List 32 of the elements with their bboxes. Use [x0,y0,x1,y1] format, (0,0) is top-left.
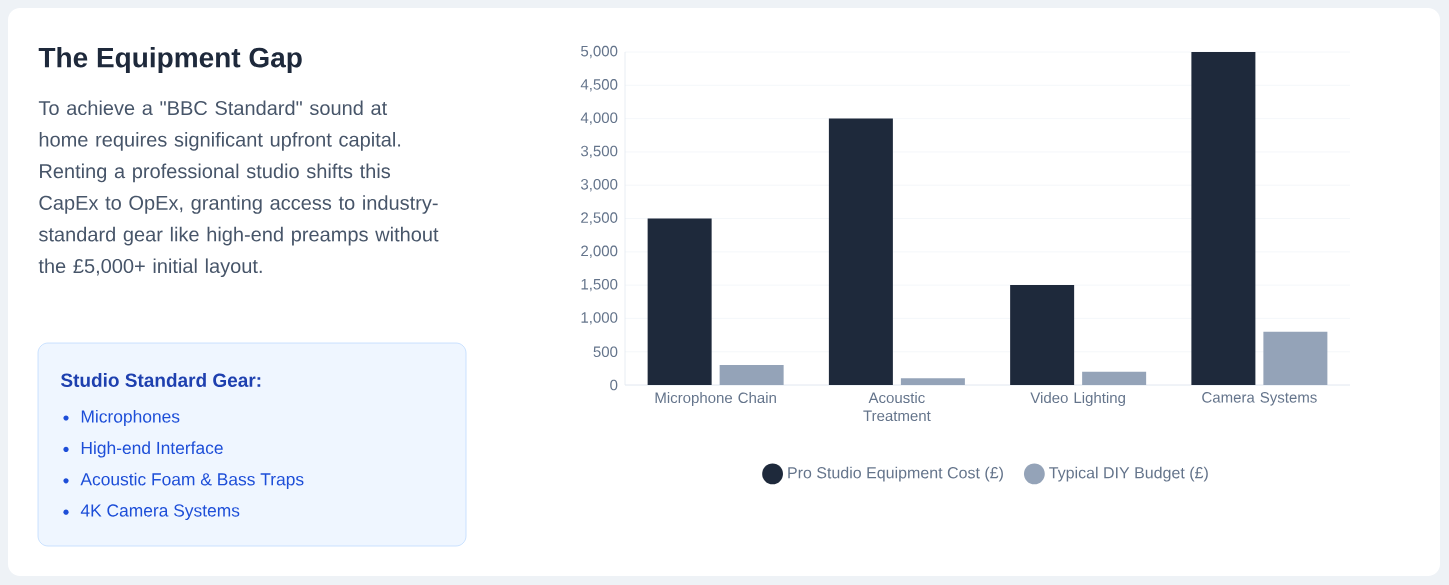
y-tick-label: 500 [593,346,618,358]
text: Microphones [81,409,180,427]
y-tick-label: 4,500 [580,79,618,92]
text: The Equipment Gap [38,46,302,74]
text: Acoustic Foam & Bass Traps [80,472,304,489]
bar [1082,371,1147,386]
x-tick-label: Camera Systems [1202,392,1317,406]
y-tick-label: 0 [610,379,618,391]
text: Studio Standard Gear: [60,373,261,387]
y-tick-label: 1,000 [581,312,618,325]
bar [1010,285,1075,386]
text: To achieve a "BBC Standard" sound at home requires significant upfront capital. Renting a professional studio shifts this CapEx to OpEx, granting access to industry-standard gear like high-end preamps without the £5,000+ initial layout. [38,100,439,278]
x-tick-label: Microphone Chain [655,392,776,407]
legend-label: Typical DIY Budget (£) [1049,466,1208,482]
y-tick-label: 3,500 [580,145,618,159]
x-tick-label: Video Lighting [1030,392,1125,407]
text: 4K Camera Systems [80,504,240,521]
bar [900,378,965,386]
text: High-end Interface [81,441,223,458]
y-tick-label: 1,500 [581,278,618,292]
y-tick-label: 5,000 [581,45,618,59]
bar [719,365,784,386]
legend-label: Pro Studio Equipment Cost (£) [788,466,1003,482]
x-tick-label: Acoustic Treatment [863,392,931,422]
bar [1263,331,1328,386]
bar [1191,52,1256,386]
y-tick-label: 2,500 [581,212,618,225]
bar [828,118,893,386]
y-tick-label: 4,000 [580,112,618,125]
y-tick-label: 3,000 [580,179,618,192]
y-tick-label: 2,000 [581,245,618,258]
bar [647,218,712,386]
